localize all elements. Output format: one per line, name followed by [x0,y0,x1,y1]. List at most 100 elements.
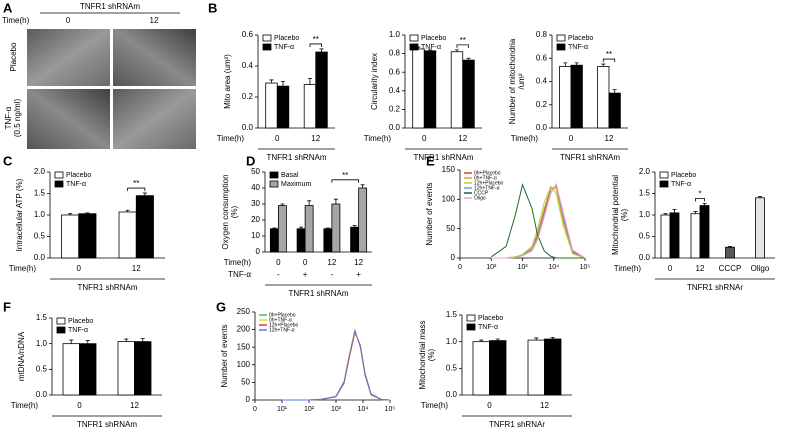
time: 0 [66,16,71,25]
legend-label: 12h+TNF-α [269,327,295,333]
legend-swatch [56,326,66,334]
legend-swatch [466,323,476,331]
bar [323,228,333,253]
y-tick-label: 250 [237,307,251,316]
x-tick-label: 0 [253,406,257,413]
x-tick-label: 10³ [517,264,528,271]
y-axis-label: Oxygen consumption [221,174,230,249]
legend-label: TNF-α [68,327,88,334]
y-tick-label: 0.5 [639,232,651,241]
y-tick-label: 150 [237,342,251,351]
bar [331,203,341,253]
error-bar [495,338,500,341]
y-tick-label: 0 [246,395,251,404]
bar [277,205,287,253]
error-bar [728,245,732,248]
legend-label: Placebo [66,172,91,179]
panel-label: F [3,299,11,314]
significance-label: ** [133,179,139,188]
legend-label: Placebo [568,35,593,42]
x-tick-label: 0 [668,264,673,273]
y-axis-label: Mitochondrial mass [418,321,427,390]
y-tick-label: 1.0 [36,339,48,348]
x-tick-label: 10⁵ [580,264,591,271]
y-axis-label: Number of events [220,324,229,387]
legend-label: TNF-α [671,181,691,188]
row-label: Time(h) [217,134,245,143]
bar [570,64,583,129]
time-label: Time(h) [2,16,30,25]
y-tick-label: 0.8 [389,49,401,58]
panel-label: D [246,153,255,168]
legend-swatch [409,43,419,51]
error-bar [280,203,285,206]
legend-swatch [556,34,566,42]
legend-swatch [269,180,279,188]
legend-swatch [659,171,669,179]
x-tick-label: 0 [77,264,82,273]
y-tick-label: 1.5 [34,189,46,198]
error-bar [428,49,433,51]
error-bar [124,338,129,342]
panel-label: E [426,153,435,168]
bar [462,59,475,129]
error-bar [563,62,568,67]
bar [78,213,97,259]
legend-label: Placebo [671,172,696,179]
x-tick-label: 12 [605,134,614,143]
x-tick-label: CCCP [719,264,742,273]
y-tick-label: 0.0 [36,390,48,399]
y-axis-label: Mito area (um²) [223,54,232,109]
group-label: TNFR1 shRNAm [80,2,140,11]
y-tick-label: 0.0 [34,253,46,262]
group-label: TNFR1 shRNAr [489,420,545,429]
bar [544,338,562,396]
bar [269,228,279,253]
significance-label: ** [460,36,466,45]
error-bar [702,202,707,206]
y-tick-label: 50 [251,167,260,176]
bar [117,341,135,396]
bar [412,48,425,129]
bar [690,213,701,259]
y-tick-label: 1.0 [639,210,651,219]
group-label: TNFR1 shRNAr [687,283,743,292]
bar [755,197,765,259]
row-label: Time(h) [11,401,39,410]
legend-label: TNF-α [478,324,498,331]
x-tick-label: + [303,270,308,279]
row-label: Placebo [9,42,18,71]
legend-label: 0h+TNF-α [269,317,292,323]
bar [472,341,490,396]
row-label: Time(h) [614,264,642,273]
bar [699,205,710,259]
bar [489,340,507,396]
micrograph [113,29,196,86]
x-tick-label: 0 [77,401,82,410]
y-tick-label: 2.0 [34,167,46,176]
error-bar [352,225,357,228]
legend-swatch [269,171,279,179]
y-tick-label: 1.5 [36,313,48,322]
bar [608,92,621,129]
group-label: TNFR1 shRNAm [77,283,137,292]
x-tick-label: - [277,270,280,279]
significance-label: * [698,189,701,198]
y-tick-label: 0.0 [446,390,458,399]
legend-label: TNF-α [421,44,441,51]
error-bar [307,200,312,206]
y-axis-label: Number of mitochondria [508,38,517,124]
error-bar [85,212,90,214]
y-tick-label: 200 [237,325,251,334]
y-tick-label: 100 [237,360,251,369]
y-axis-label: Intracellular ATP (%) [15,178,24,251]
x-tick-label: 10⁴ [358,406,369,413]
error-bar [333,198,338,204]
bar [304,205,314,253]
x-tick-label: 12 [540,401,549,410]
histogram-line [282,328,391,401]
x-tick-label: - [331,270,334,279]
y-tick-label: 0.2 [536,100,548,109]
x-tick-label: 12 [327,258,336,267]
legend-swatch [56,317,66,325]
